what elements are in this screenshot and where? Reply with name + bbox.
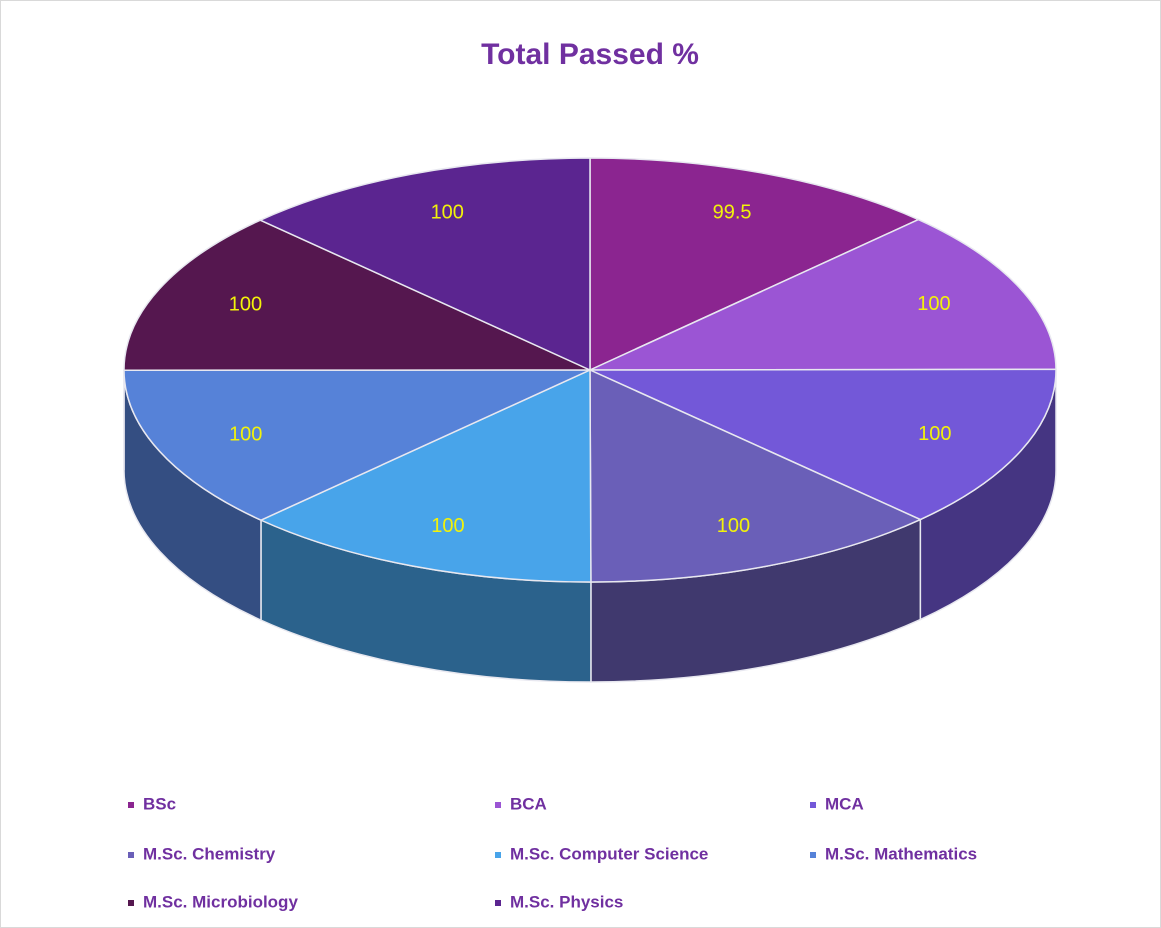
value-label: 100 — [229, 293, 262, 315]
legend-marker — [495, 852, 501, 858]
value-label: 100 — [431, 515, 464, 537]
value-label: 100 — [918, 423, 951, 445]
pie-slice — [589, 368, 923, 583]
legend-label: M.Sc. Computer Science — [510, 844, 708, 863]
legend-marker — [495, 802, 501, 808]
legend-marker — [128, 852, 134, 858]
value-label: 100 — [229, 423, 262, 445]
value-label: 100 — [917, 293, 950, 315]
legend-label: MCA — [825, 794, 864, 813]
pie-slice — [589, 218, 1057, 371]
legend-marker — [128, 900, 134, 906]
pie-slice — [589, 157, 921, 372]
legend-marker — [128, 802, 134, 808]
pie-slice — [589, 368, 1057, 521]
legend-label: M.Sc. Physics — [510, 892, 623, 911]
legend-label: M.Sc. Microbiology — [143, 892, 298, 911]
pie-slice — [258, 157, 591, 372]
pie-slice — [123, 369, 591, 521]
legend-marker — [810, 802, 816, 808]
legend-label: M.Sc. Chemistry — [143, 844, 276, 863]
pie-slice — [123, 219, 591, 371]
legend-marker — [810, 852, 816, 858]
pie-slice — [259, 368, 592, 583]
value-label: 100 — [431, 202, 464, 224]
value-label: 100 — [717, 515, 750, 537]
value-label: 99.5 — [713, 201, 752, 223]
legend-marker — [495, 900, 501, 906]
legend-label: M.Sc. Mathematics — [825, 844, 977, 863]
legend-label: BCA — [510, 794, 547, 813]
chart-title: Total Passed % — [481, 38, 699, 71]
legend-label: BSc — [143, 794, 176, 813]
